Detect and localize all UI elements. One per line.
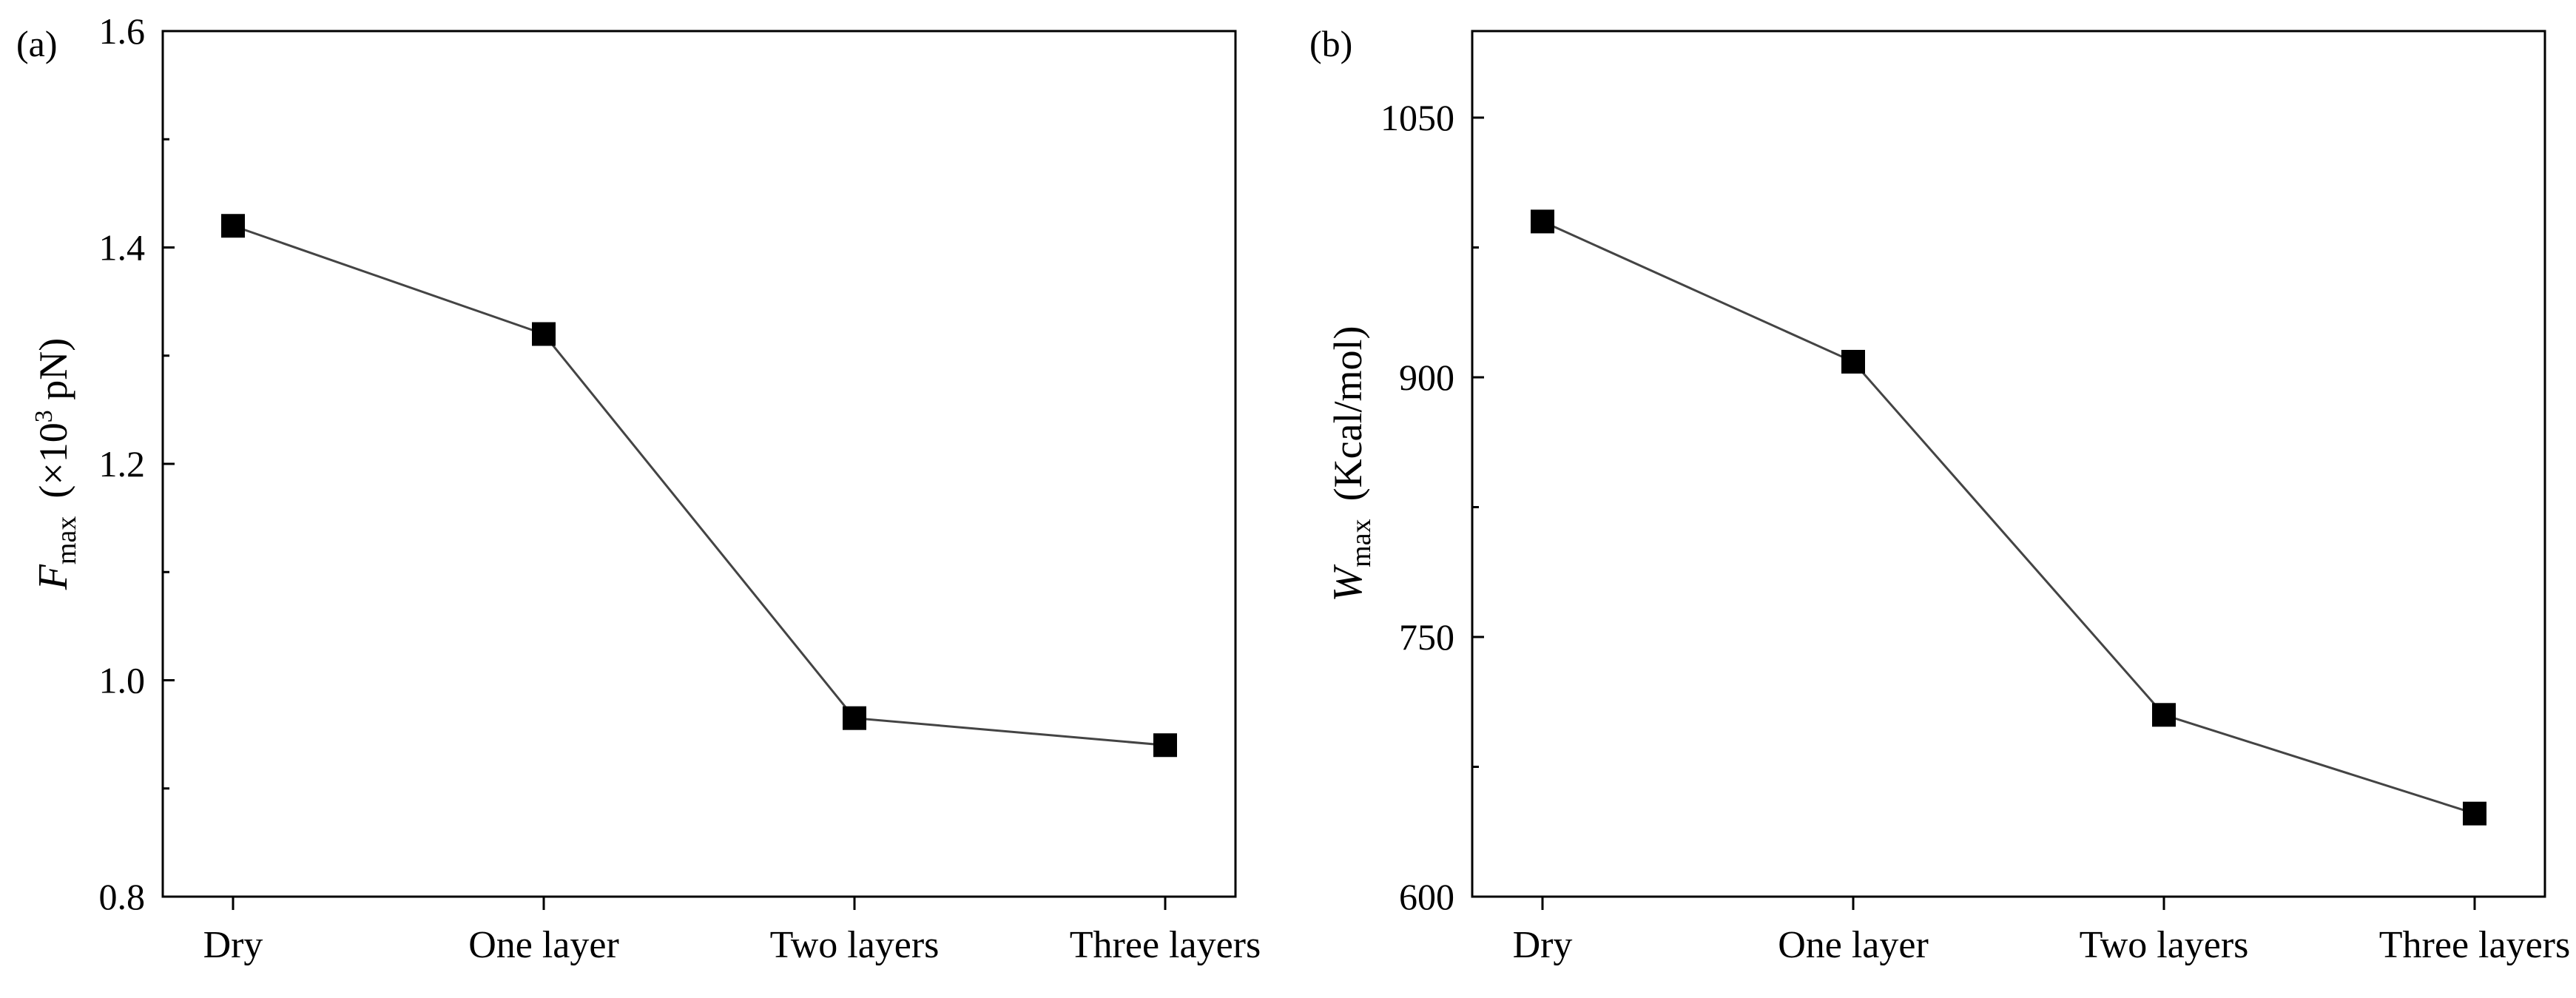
panel-a-chart: (a) 0.8 1.0 1.2 1.4 1.6 Dry One layer Two laye…: [16, 10, 1261, 966]
y-label-sub-a: max: [51, 516, 82, 564]
x-tick-label: Dry: [203, 924, 263, 966]
data-point-marker: [532, 322, 556, 346]
x-tick-label: One layer: [1778, 924, 1929, 966]
y-label-unit-b: (Kcal/mol): [1326, 326, 1370, 501]
y-tick-label: 0.8: [99, 876, 146, 917]
y-label-unit-suffix-a: pN): [31, 338, 75, 410]
y-label-main-a: F: [30, 564, 76, 590]
x-tick-label: Two layers: [770, 924, 940, 966]
data-point-marker: [2463, 801, 2486, 826]
y-ticks-a: 0.8 1.0 1.2 1.4 1.6: [99, 10, 175, 917]
y-tick-label: 600: [1399, 876, 1454, 917]
y-label-sub-b: max: [1346, 519, 1377, 567]
y-tick-label: 900: [1399, 357, 1454, 398]
data-point-marker: [843, 706, 866, 730]
x-ticks-a: Dry One layer Two layers Three layers: [203, 897, 1261, 966]
data-point-marker: [1531, 209, 1554, 234]
data-point-marker: [1153, 733, 1177, 758]
x-tick-label: Three layers: [1070, 924, 1261, 966]
y-axis-label-a: Fmax (×103 pN): [30, 338, 82, 591]
y-ticks-b: 600 750 900 1050: [1380, 97, 1484, 917]
y-tick-label: 1.6: [99, 10, 146, 52]
panel-label-a: (a): [16, 23, 58, 64]
y-tick-label: 1.0: [99, 660, 146, 701]
data-point-marker: [2152, 703, 2176, 727]
x-tick-label: Dry: [1513, 924, 1573, 966]
y-label-unit-a: (×10: [31, 422, 75, 498]
y-tick-label: 1.2: [99, 443, 146, 485]
y-axis-label-b: Wmax (Kcal/mol): [1325, 326, 1377, 601]
x-tick-label: One layer: [468, 924, 619, 966]
y-tick-label: 1050: [1380, 97, 1454, 138]
panel-b-chart: (b) 600 750 900 1050 Dry One layer Two layers…: [1309, 23, 2570, 966]
series-a: [221, 214, 1177, 758]
x-tick-label: Two layers: [2080, 924, 2249, 966]
plot-frame-b: [1471, 30, 2546, 898]
y-label-sup-a: 3: [30, 410, 58, 422]
x-tick-label: Three layers: [2379, 924, 2570, 966]
series-line: [232, 224, 1166, 746]
series-b: [1531, 209, 2486, 826]
y-tick-label: 750: [1399, 616, 1454, 658]
data-point-marker: [1841, 349, 1865, 374]
x-ticks-b: Dry One layer Two layers Three layers: [1513, 897, 2570, 966]
y-label-main-b: W: [1325, 564, 1371, 602]
data-point-marker: [221, 214, 245, 238]
plot-frame-a: [161, 30, 1237, 898]
y-tick-label: 1.4: [99, 227, 146, 269]
panel-label-b: (b): [1309, 23, 1352, 64]
series-line: [1542, 220, 2475, 815]
